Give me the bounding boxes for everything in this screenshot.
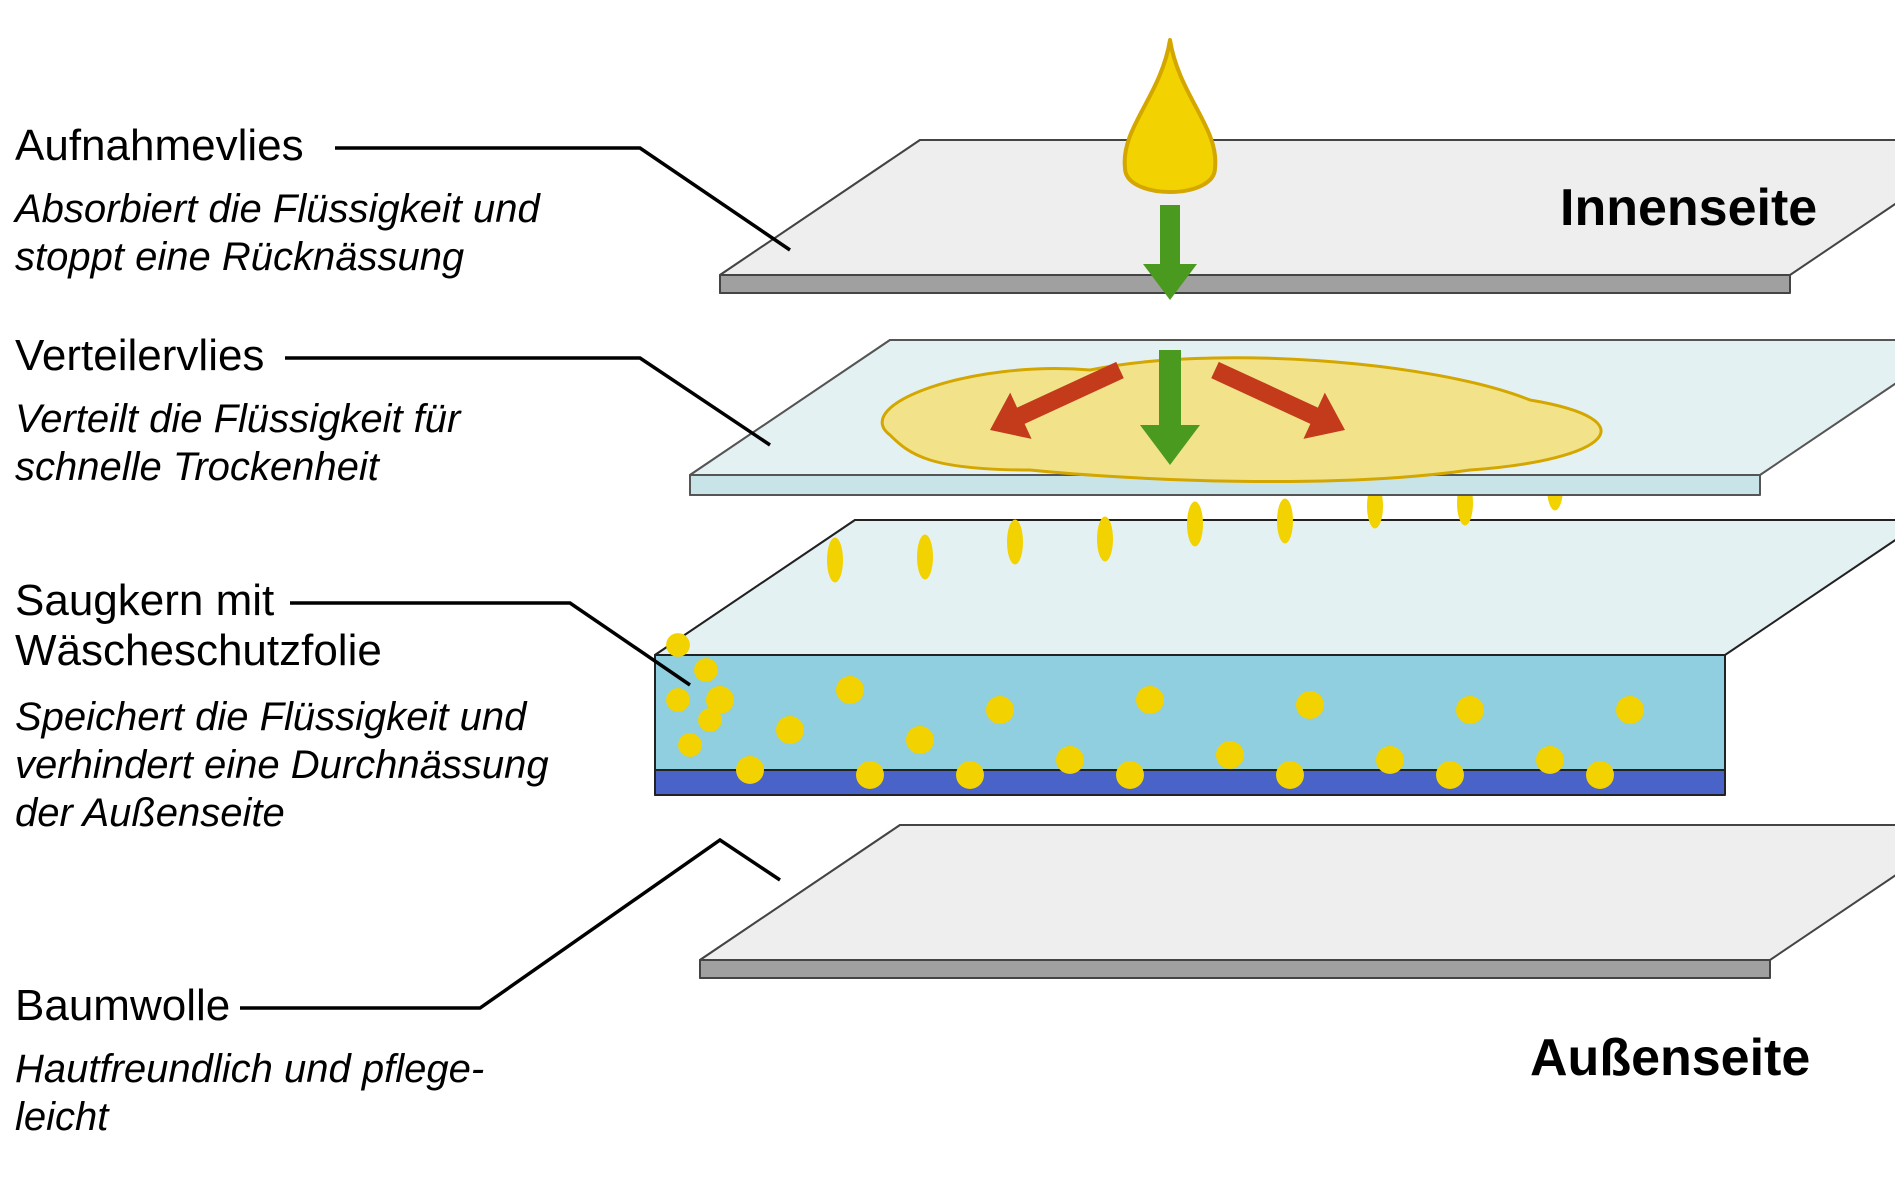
absorber-dot <box>1436 761 1464 789</box>
absorber-dot <box>956 761 984 789</box>
absorber-dot <box>1616 696 1644 724</box>
absorber-dot <box>1456 696 1484 724</box>
label-description: Absorbiert die Flüssigkeit und <box>13 187 541 231</box>
absorber-dot <box>776 716 804 744</box>
absorber-dot <box>1276 761 1304 789</box>
diagram-canvas: Aufnahmevlies Absorbiert die Flüssigkeit … <box>0 0 1895 1195</box>
layer-baumwolle <box>700 825 1895 978</box>
side-label-bottom: Außenseite <box>1530 1029 1810 1087</box>
absorber-dot <box>694 658 718 682</box>
absorber-dot <box>1536 746 1564 774</box>
label-title: Baumwolle <box>15 981 230 1030</box>
label-verteilervlies: Verteilervlies Verteilt die Flüssigkeit f… <box>15 331 462 489</box>
absorber-dot <box>698 708 722 732</box>
absorber-dot <box>666 688 690 712</box>
label-description: verhindert eine Durchnässung <box>15 743 549 787</box>
drip-icon <box>1097 517 1113 562</box>
absorber-dot <box>736 756 764 784</box>
leader-baumwolle <box>240 840 780 1008</box>
label-description: der Außenseite <box>15 791 285 835</box>
absorber-dot <box>1116 761 1144 789</box>
absorber-dot <box>1586 761 1614 789</box>
liquid-drop-icon <box>1125 40 1216 192</box>
label-title: Verteilervlies <box>15 331 264 380</box>
label-description: Hautfreundlich und pflege- <box>15 1047 484 1091</box>
absorber-dot <box>906 726 934 754</box>
layer-verteilervlies <box>690 340 1895 495</box>
absorber-dot <box>1056 746 1084 774</box>
absorber-dot <box>1216 741 1244 769</box>
label-title: Aufnahmevlies <box>15 121 304 170</box>
drip-icon <box>1277 499 1293 544</box>
drip-icon <box>827 538 843 583</box>
label-saugkern: Saugkern mitWäscheschutzfolie Speichert d… <box>15 576 549 835</box>
label-aufnahmevlies: Aufnahmevlies Absorbiert die Flüssigkeit … <box>13 121 541 279</box>
drip-icon <box>917 535 933 580</box>
label-description: schnelle Trockenheit <box>15 445 381 489</box>
label-baumwolle: Baumwolle Hautfreundlich und pflege-leich… <box>15 981 484 1139</box>
absorber-dot <box>666 633 690 657</box>
absorber-dot <box>986 696 1014 724</box>
drip-icon <box>1187 502 1203 547</box>
label-title: Saugkern mit <box>15 576 274 625</box>
label-description: stoppt eine Rücknässung <box>15 235 464 279</box>
label-description: Speichert die Flüssigkeit und <box>15 695 528 739</box>
side-label-top: Innenseite <box>1560 179 1817 237</box>
absorber-dot <box>836 676 864 704</box>
absorber-dot <box>856 761 884 789</box>
absorber-dot <box>1376 746 1404 774</box>
absorber-dot <box>1136 686 1164 714</box>
absorber-dot <box>1296 691 1324 719</box>
absorber-dot <box>678 733 702 757</box>
drip-icon <box>1007 520 1023 565</box>
label-description: Verteilt die Flüssigkeit für <box>15 397 462 441</box>
label-description: leicht <box>15 1095 110 1139</box>
label-title-line2: Wäscheschutzfolie <box>15 626 382 675</box>
